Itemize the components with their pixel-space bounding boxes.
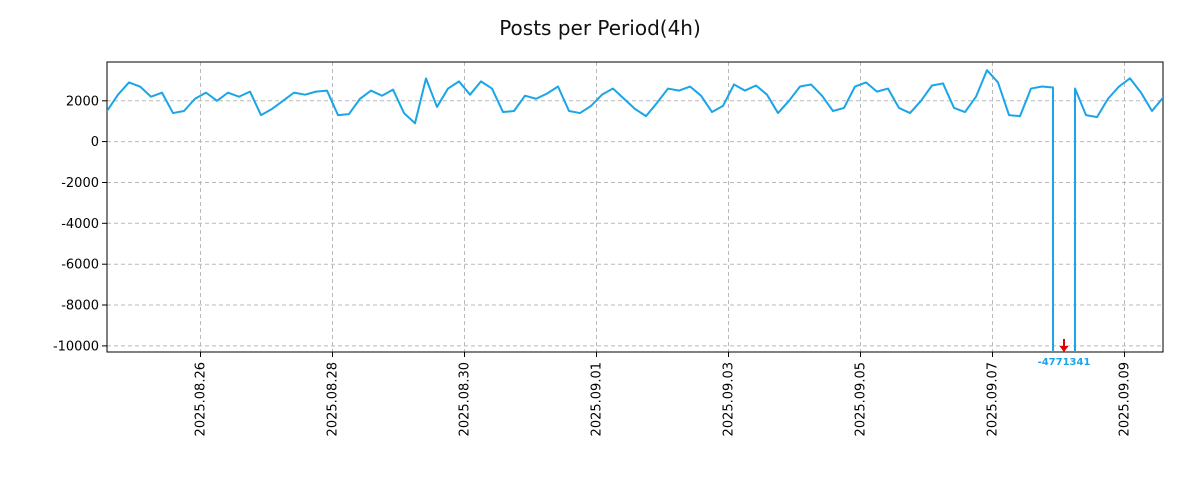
y-tick-label: -6000 bbox=[61, 258, 99, 273]
plot-area bbox=[107, 62, 1163, 352]
x-tick-label: 2025.08.26 bbox=[194, 362, 209, 436]
series-line bbox=[107, 69, 1163, 352]
x-tick-label: 2025.09.01 bbox=[590, 362, 605, 436]
x-tick-label: 2025.08.30 bbox=[458, 362, 473, 436]
y-tick-label: 2000 bbox=[66, 94, 99, 109]
x-tick-label: 2025.09.09 bbox=[1118, 362, 1133, 436]
y-tick-label: -8000 bbox=[61, 299, 99, 314]
annotation-value: -4771341 bbox=[1038, 357, 1091, 368]
y-tick-label: -10000 bbox=[53, 339, 99, 354]
annotation-arrow-icon bbox=[1059, 346, 1069, 352]
plot-frame bbox=[106, 61, 1164, 353]
y-tick-label: -2000 bbox=[61, 176, 99, 191]
x-tick-label: 2025.09.05 bbox=[854, 362, 869, 436]
y-tick-label: 0 bbox=[91, 135, 99, 150]
x-tick-label: 2025.09.07 bbox=[986, 362, 1001, 436]
y-tick-label: -4000 bbox=[61, 217, 99, 232]
x-tick-label: 2025.08.28 bbox=[326, 362, 341, 436]
x-tick-label: 2025.09.03 bbox=[722, 362, 737, 436]
chart-title: Posts per Period(4h) bbox=[499, 16, 701, 40]
